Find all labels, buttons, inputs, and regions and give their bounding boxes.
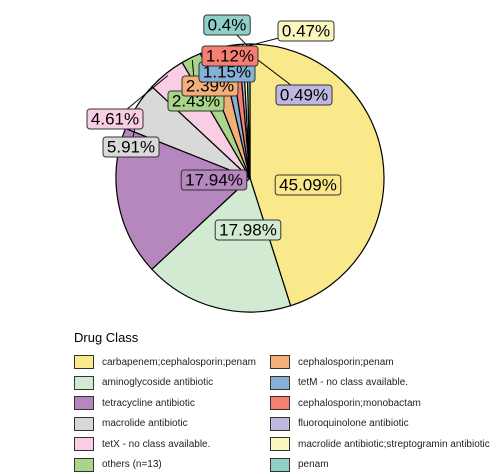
legend-label: tetracycline antibiotic xyxy=(102,398,195,409)
data-label-tetracycline-antibiotic: 17.94% xyxy=(181,170,247,190)
legend-swatch xyxy=(270,376,290,390)
legend-swatch xyxy=(74,376,94,390)
legend-swatch xyxy=(74,355,94,369)
data-label-text: 17.98% xyxy=(219,221,277,240)
legend-label: macrolide antibiotic xyxy=(102,418,188,429)
data-label-text: 0.4% xyxy=(208,16,247,35)
legend-item-cephalosporin-penam: cephalosporin;penam xyxy=(270,353,480,372)
legend-item-macrolide-antibiotic: macrolide antibiotic xyxy=(74,415,270,434)
legend-item-tetm-no-class-available: tetM - no class available. xyxy=(270,374,480,393)
data-label-text: 0.49% xyxy=(280,86,328,105)
data-label-carbapenem-cephalosporin-penam: 45.09% xyxy=(275,175,341,195)
data-label-macrolide-antibiotic: 5.91% xyxy=(103,137,159,157)
legend-item-fluoroquinolone-antibiotic: fluoroquinolone antibiotic xyxy=(270,415,480,434)
data-label-text: 1.12% xyxy=(206,47,254,66)
legend-label: cephalosporin;monobactam xyxy=(298,398,421,409)
legend-swatch xyxy=(270,396,290,410)
legend-swatch xyxy=(74,396,94,410)
data-label-text: 17.94% xyxy=(185,171,243,190)
legend-item-carbapenem-cephalosporin-penam: carbapenem;cephalosporin;penam xyxy=(74,353,270,372)
legend-label: others (n=13) xyxy=(102,459,162,470)
legend-item-tetracycline-antibiotic: tetracycline antibiotic xyxy=(74,394,270,413)
legend-label: tetX - no class available. xyxy=(102,439,210,450)
legend-label: cephalosporin;penam xyxy=(298,357,394,368)
legend-items: carbapenem;cephalosporin;penam cephalospo… xyxy=(74,353,494,474)
legend-item-cephalosporin-monobactam: cephalosporin;monobactam xyxy=(270,394,480,413)
legend-swatch xyxy=(270,437,290,451)
data-label-text: 4.61% xyxy=(91,110,139,129)
pie-chart: 45.09%17.98%17.94%5.91%4.61%2.43%2.39%1.… xyxy=(0,0,501,320)
legend-swatch xyxy=(270,417,290,431)
data-label-cephalosporin-monobactam: 1.12% xyxy=(202,46,258,66)
legend-swatch xyxy=(270,355,290,369)
legend-item-tetx-no-class-available: tetX - no class available. xyxy=(74,435,270,454)
legend-label: penam xyxy=(298,459,329,470)
data-label-text: 0.47% xyxy=(282,22,330,41)
legend-label: macrolide antibiotic;streptogramin antib… xyxy=(298,439,490,450)
legend-item-macrolide-antibiotic-streptogramin-antibiotic: macrolide antibiotic;streptogramin antib… xyxy=(270,435,480,454)
pie-slices xyxy=(116,44,384,312)
legend-swatch xyxy=(74,417,94,431)
legend-swatch xyxy=(270,458,290,472)
legend-label: aminoglycoside antibiotic xyxy=(102,377,213,388)
legend-swatch xyxy=(74,458,94,472)
data-label-text: 5.91% xyxy=(107,138,155,157)
legend-title: Drug Class xyxy=(74,330,494,345)
data-label-text: 45.09% xyxy=(279,176,337,195)
data-label-macrolide-antibiotic-streptogramin-antibiotic: 0.47% xyxy=(278,21,334,41)
legend: Drug Class carbapenem;cephalosporin;pena… xyxy=(74,330,494,474)
legend-item-penam: penam xyxy=(270,456,480,474)
legend-item-others-n-13: others (n=13) xyxy=(74,456,270,474)
legend-swatch xyxy=(74,437,94,451)
legend-item-aminoglycoside-antibiotic: aminoglycoside antibiotic xyxy=(74,374,270,393)
data-label-aminoglycoside-antibiotic: 17.98% xyxy=(215,220,281,240)
data-label-tetx-no-class-available: 4.61% xyxy=(87,109,143,129)
legend-label: fluoroquinolone antibiotic xyxy=(298,418,409,429)
data-label-penam: 0.4% xyxy=(204,15,250,35)
data-label-fluoroquinolone-antibiotic: 0.49% xyxy=(276,85,332,105)
legend-label: tetM - no class available. xyxy=(298,377,408,388)
legend-label: carbapenem;cephalosporin;penam xyxy=(102,357,256,368)
